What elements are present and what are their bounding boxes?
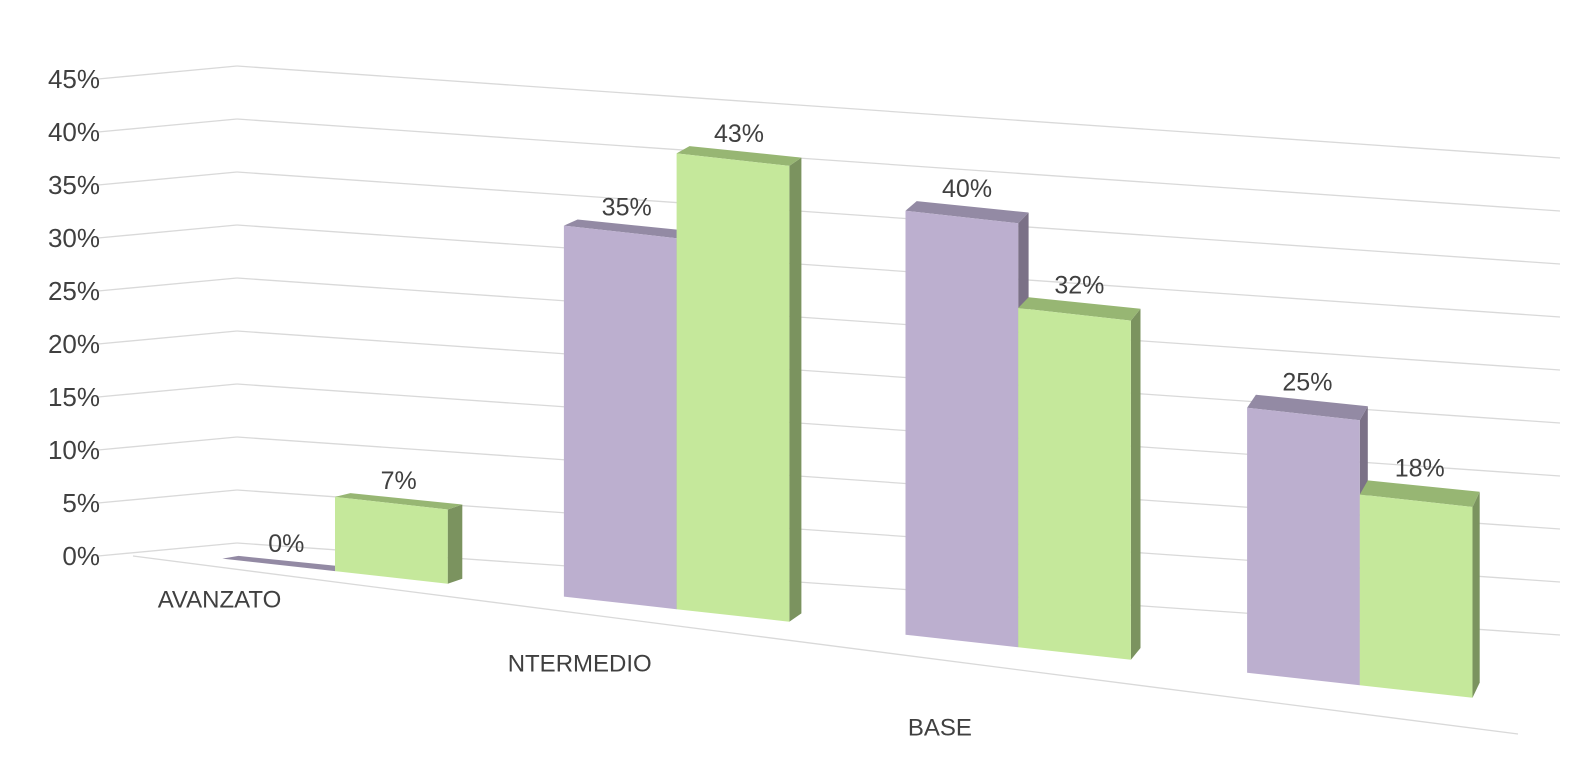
y-tick-label: 0% (62, 541, 100, 571)
y-tick-label: 30% (48, 223, 100, 253)
gridline-6 (236, 224, 1561, 318)
gridlines (97, 65, 1561, 735)
y-tick-label: 15% (48, 382, 100, 412)
bar-1-0 (335, 493, 463, 584)
bars (222, 146, 1480, 698)
bar-top (905, 201, 1029, 224)
bar-top (1247, 394, 1368, 421)
bar-top (222, 555, 351, 572)
side-gridline-7 (97, 171, 238, 186)
bar-0-2 (905, 201, 1029, 648)
bar-top (563, 219, 690, 239)
side-gridline-4 (97, 330, 238, 345)
data-label: 32% (1054, 271, 1104, 299)
y-tick-label: 40% (48, 117, 100, 147)
bar-0-1 (563, 219, 690, 610)
bar-side (1130, 308, 1141, 660)
gridline-7 (236, 171, 1561, 265)
data-label: 0% (268, 530, 304, 558)
y-tick-label: 5% (62, 488, 100, 518)
data-labels: 0% 7% 35% 43% 40% 32% 25% 18% (268, 120, 1444, 558)
bar-top (1018, 297, 1141, 321)
data-label: 25% (1282, 369, 1332, 397)
bar-side (447, 504, 463, 584)
bar-front (1359, 494, 1473, 698)
bar-side (789, 157, 802, 622)
y-tick-label: 45% (48, 64, 100, 94)
bar-1-1 (676, 146, 802, 622)
category-label: NTERMEDIO (508, 650, 652, 677)
side-gridline-9 (97, 65, 238, 80)
data-label: 7% (381, 467, 417, 495)
bar-1-2 (1018, 297, 1141, 660)
y-tick-label: 10% (48, 435, 100, 465)
bar-front (905, 210, 1019, 648)
bar-front (1018, 308, 1131, 660)
side-gridline-2 (97, 436, 238, 451)
category-label: BASE (908, 714, 972, 741)
bar-0-0 (222, 555, 351, 572)
floor-front-line (132, 555, 1519, 735)
side-gridline-6 (97, 224, 238, 239)
gridline-8 (236, 118, 1561, 212)
bar-front (1247, 407, 1360, 686)
gridline-5 (236, 277, 1561, 371)
data-label: 43% (714, 120, 764, 148)
y-tick-label: 35% (48, 170, 100, 200)
bar-1-3 (1359, 480, 1480, 698)
bar-top (1359, 480, 1480, 507)
side-gridline-5 (97, 277, 238, 292)
bar-top (335, 493, 463, 510)
category-labels: AVANZATONTERMEDIOBASEINIZIALE (158, 587, 972, 742)
category-label: AVANZATO (158, 587, 282, 614)
side-gridline-0 (97, 542, 238, 557)
y-tick-label: 25% (48, 276, 100, 306)
side-gridline-8 (97, 118, 238, 133)
bar-top (676, 146, 802, 166)
bar-0-3 (1247, 394, 1368, 686)
data-label: 18% (1395, 454, 1445, 482)
data-label: 35% (602, 194, 652, 222)
side-gridline-1 (97, 489, 238, 504)
bar-side (1472, 491, 1480, 698)
data-label: 40% (942, 175, 992, 203)
y-axis-tick-labels: 0% 5% 10% 15% 20% 25% 30% 35% 40% 45% (48, 64, 100, 571)
bar-front (676, 153, 790, 622)
gridline-9 (236, 65, 1561, 159)
bar-front (563, 225, 677, 610)
side-gridline-3 (97, 383, 238, 398)
y-tick-label: 20% (48, 329, 100, 359)
bar-front (335, 496, 448, 584)
